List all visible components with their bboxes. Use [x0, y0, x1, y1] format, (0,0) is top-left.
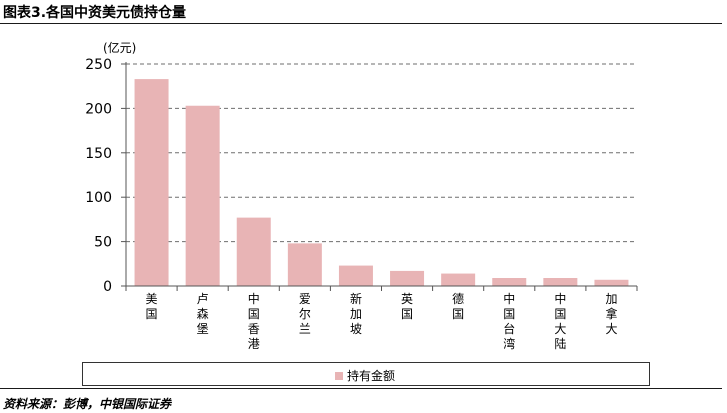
legend-item: 持有金额 — [335, 367, 395, 384]
bar — [134, 79, 169, 286]
bar — [390, 270, 425, 286]
bar — [594, 279, 629, 286]
top-divider — [0, 23, 722, 24]
y-tick-label: 250 — [85, 57, 112, 73]
bar — [287, 243, 322, 286]
x-tick-label: 卢森堡 — [197, 291, 209, 336]
bar — [338, 265, 373, 286]
y-axis-label: (亿元) — [103, 40, 136, 55]
x-tick-label: 德国 — [452, 291, 464, 321]
bar — [441, 273, 476, 286]
x-tick-label: 中国香港 — [248, 291, 260, 351]
x-tick-label: 英国 — [401, 292, 413, 321]
bars — [134, 79, 629, 287]
bar — [492, 278, 527, 286]
x-tick-label: 加拿大 — [605, 292, 617, 336]
source-note: 资料来源：彭博，中银国际证券 — [3, 397, 172, 411]
x-tick-label: 中国台湾 — [503, 291, 515, 351]
legend-label: 持有金额 — [347, 369, 396, 383]
x-tick-label: 爱尔兰 — [299, 292, 311, 336]
bar — [543, 278, 578, 286]
y-tick-label: 0 — [103, 279, 112, 295]
x-tick-label: 中国大陆 — [554, 291, 566, 351]
bottom-divider — [0, 388, 722, 389]
x-tick-label: 美国 — [146, 292, 158, 321]
bar — [185, 105, 220, 287]
y-tick-label: 150 — [85, 146, 112, 162]
y-tick-label: 50 — [94, 235, 112, 251]
y-tick-label: 200 — [85, 101, 112, 117]
x-tick-labels: 美国 卢森堡 中国香港 爱尔兰 新加坡 英国 德国 中国台湾 中国大陆 加拿大 — [146, 291, 618, 351]
bar — [236, 217, 271, 286]
y-tick-label: 100 — [85, 190, 112, 206]
figure-title: 图表3.各国中资美元债持仓量 — [3, 5, 187, 21]
legend-swatch — [335, 371, 343, 380]
y-tick-labels: 0 50 100 150 200 250 — [85, 57, 112, 295]
legend: 持有金额 — [82, 362, 650, 386]
axes — [125, 62, 638, 291]
x-tick-label: 新加坡 — [350, 291, 362, 336]
